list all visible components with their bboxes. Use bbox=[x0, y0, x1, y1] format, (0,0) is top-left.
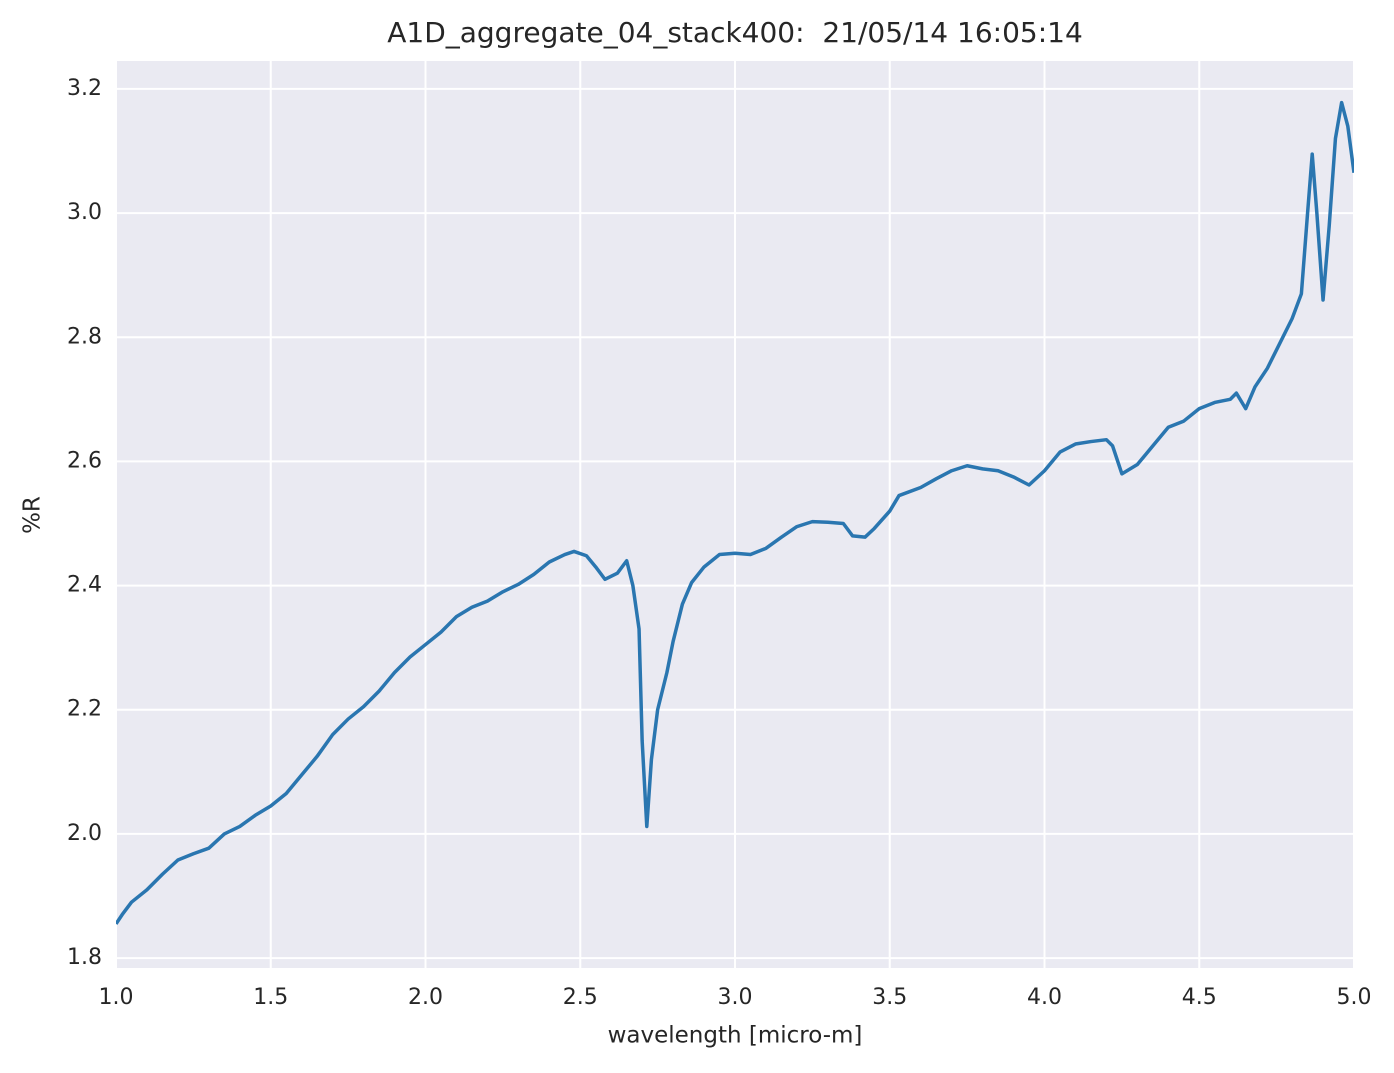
y-axis-label: %R bbox=[20, 496, 46, 534]
y-tick-label: 2.6 bbox=[67, 448, 102, 473]
x-tick-label: 1.5 bbox=[253, 985, 288, 1010]
x-tick-label: 2.5 bbox=[563, 985, 598, 1010]
x-tick-label: 3.5 bbox=[872, 985, 907, 1010]
y-tick-label: 2.2 bbox=[67, 697, 102, 722]
x-tick-label: 5.0 bbox=[1337, 985, 1372, 1010]
x-tick-label: 3.0 bbox=[718, 985, 753, 1010]
y-tick-label: 2.8 bbox=[67, 324, 102, 349]
data-line bbox=[116, 100, 1354, 925]
y-tick-label: 3.2 bbox=[67, 76, 102, 101]
y-tick-label: 2.0 bbox=[67, 821, 102, 846]
chart-title: A1D_aggregate_04_stack400: 21/05/14 16:0… bbox=[387, 16, 1083, 49]
x-tick-label: 2.0 bbox=[408, 985, 443, 1010]
x-tick-label: 4.5 bbox=[1182, 985, 1217, 1010]
y-tick-label: 2.4 bbox=[67, 573, 102, 598]
x-axis-label: wavelength [micro-m] bbox=[608, 1023, 863, 1049]
y-tick-label: 1.8 bbox=[67, 945, 102, 970]
x-tick-label: 1.0 bbox=[99, 985, 134, 1010]
x-tick-label: 4.0 bbox=[1027, 985, 1062, 1010]
y-tick-label: 3.0 bbox=[67, 200, 102, 225]
